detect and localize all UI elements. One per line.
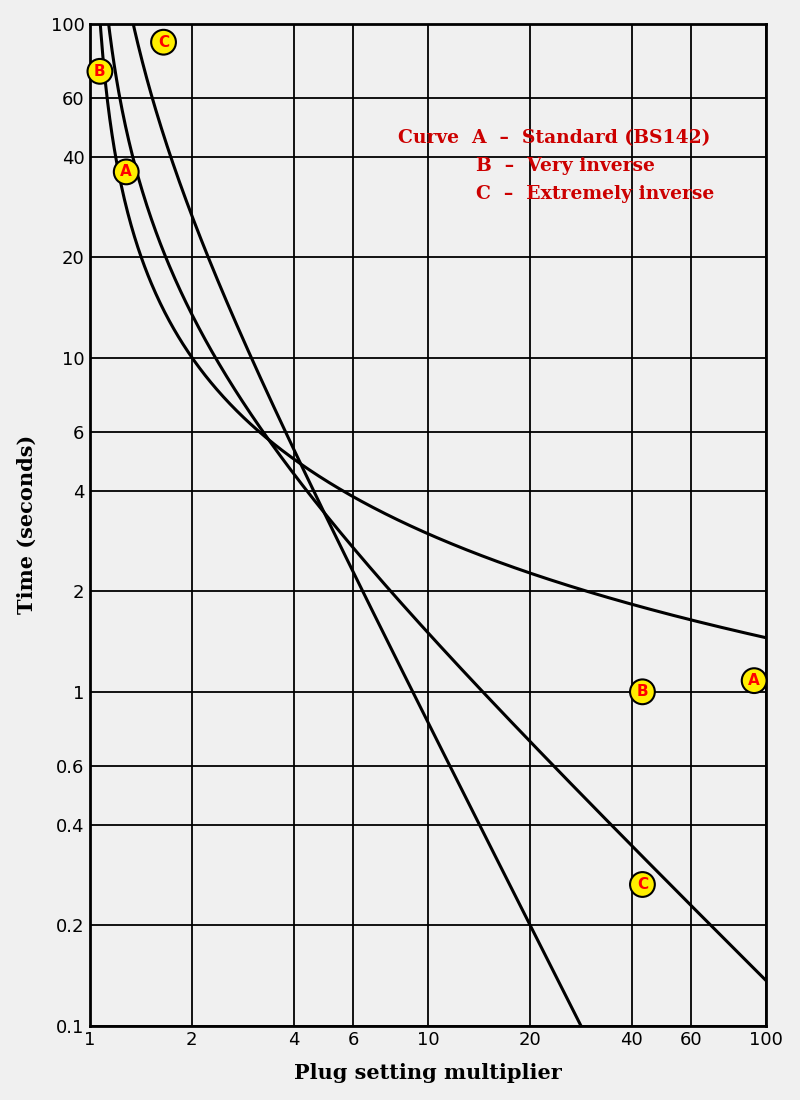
Text: A: A bbox=[120, 164, 132, 179]
Text: B: B bbox=[637, 684, 648, 700]
Text: C: C bbox=[637, 877, 648, 892]
Text: C: C bbox=[158, 35, 169, 50]
Y-axis label: Time (seconds): Time (seconds) bbox=[17, 436, 37, 615]
Text: Curve  A  –  Standard (BS142)
            B  –  Very inverse
            C  –  E: Curve A – Standard (BS142) B – Very inve… bbox=[398, 129, 714, 202]
Text: A: A bbox=[748, 673, 760, 689]
Text: B: B bbox=[94, 64, 106, 79]
X-axis label: Plug setting multiplier: Plug setting multiplier bbox=[294, 1064, 562, 1084]
